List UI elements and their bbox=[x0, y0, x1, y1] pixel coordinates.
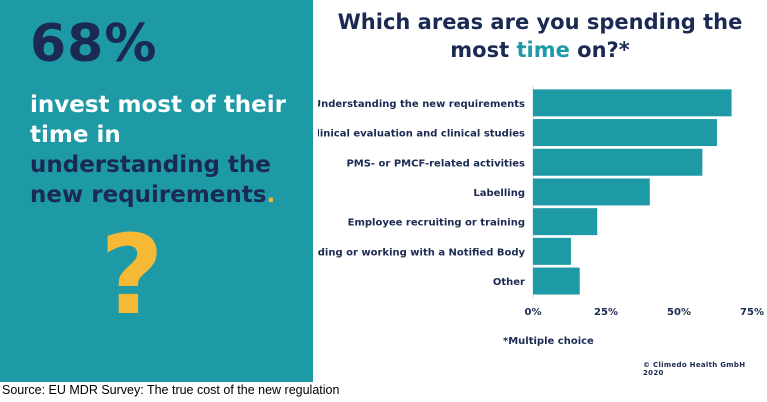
bar bbox=[533, 208, 598, 236]
bar-chart: Understanding the new requirements Clinic… bbox=[318, 86, 764, 318]
statement-line-3: understanding the bbox=[30, 152, 271, 178]
question-mark-icon: ? bbox=[100, 211, 164, 339]
statement-line-2: time in bbox=[30, 122, 121, 148]
chart-title: Which areas are you spending the most ti… bbox=[320, 8, 760, 64]
statement-line-4: new requirements bbox=[30, 182, 267, 208]
stat-statement: invest most of their time in understandi… bbox=[30, 90, 300, 210]
bar bbox=[533, 148, 703, 176]
bar bbox=[533, 89, 732, 117]
bar bbox=[533, 237, 571, 265]
bar bbox=[533, 267, 580, 295]
chart-title-highlight: time bbox=[516, 38, 570, 62]
chart-title-end: on?* bbox=[569, 38, 630, 62]
bar bbox=[533, 119, 717, 147]
x-tick-label: 50% bbox=[667, 307, 691, 318]
stat-percentage: 68% bbox=[30, 14, 158, 74]
category-label: PMS- or PMCF-related activities bbox=[346, 158, 525, 169]
category-label: Employee recruiting or training bbox=[348, 218, 525, 229]
statement-line-1: invest most of their bbox=[30, 92, 287, 118]
category-label: Clinical evaluation and clinical studies bbox=[318, 129, 525, 140]
category-label: Finding or working with a Notified Body bbox=[318, 247, 525, 258]
category-label: Understanding the new requirements bbox=[318, 99, 525, 110]
chart-title-line-1: Which areas are you spending the bbox=[337, 10, 743, 34]
chart-title-most: most bbox=[450, 38, 517, 62]
copyright: © Climedo Health GmbH 2020 bbox=[643, 361, 746, 377]
x-tick-label: 0% bbox=[525, 307, 542, 318]
chart-title-line-2: most time on?* bbox=[320, 36, 760, 64]
x-tick-label: 25% bbox=[594, 307, 618, 318]
category-label: Other bbox=[493, 277, 525, 288]
category-label: Labelling bbox=[473, 188, 525, 199]
x-tick-label: 75% bbox=[740, 307, 764, 318]
bar bbox=[533, 178, 650, 206]
source-caption: Source: EU MDR Survey: The true cost of … bbox=[2, 383, 340, 397]
footnote: *Multiple choice bbox=[503, 336, 594, 347]
statement-period: . bbox=[266, 182, 276, 208]
stat-panel: 68% invest most of their time in underst… bbox=[0, 0, 313, 382]
